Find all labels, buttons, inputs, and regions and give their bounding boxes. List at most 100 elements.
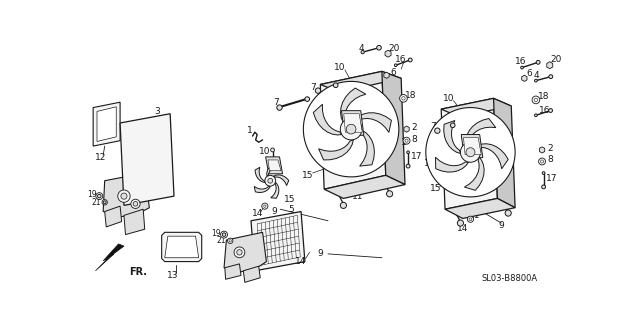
Circle shape	[133, 202, 138, 206]
Circle shape	[96, 193, 103, 200]
Polygon shape	[340, 88, 366, 122]
Polygon shape	[251, 211, 305, 271]
Polygon shape	[342, 111, 364, 135]
Text: 4: 4	[358, 44, 364, 53]
Circle shape	[340, 202, 346, 208]
Text: 10: 10	[259, 147, 271, 156]
Polygon shape	[466, 119, 496, 143]
Polygon shape	[93, 102, 120, 146]
Polygon shape	[120, 114, 174, 205]
Text: 10: 10	[334, 63, 346, 72]
Text: 9: 9	[271, 207, 277, 216]
Polygon shape	[98, 194, 101, 198]
Circle shape	[316, 88, 321, 93]
Polygon shape	[540, 147, 545, 153]
Circle shape	[340, 118, 362, 140]
Circle shape	[104, 201, 106, 204]
Text: 20: 20	[550, 55, 562, 64]
Text: 21: 21	[92, 198, 101, 207]
Polygon shape	[477, 144, 508, 169]
Text: SL03-B8800A: SL03-B8800A	[482, 274, 538, 283]
Polygon shape	[441, 98, 497, 209]
Text: 5: 5	[288, 205, 294, 214]
Text: 18: 18	[538, 92, 549, 100]
Circle shape	[399, 94, 407, 102]
Circle shape	[408, 58, 412, 62]
Text: 20: 20	[388, 44, 400, 53]
Polygon shape	[444, 121, 461, 153]
Polygon shape	[461, 135, 483, 158]
Circle shape	[458, 220, 463, 226]
Polygon shape	[404, 126, 409, 132]
Text: 17: 17	[547, 174, 558, 183]
Circle shape	[377, 45, 381, 50]
Polygon shape	[273, 175, 289, 186]
Polygon shape	[441, 98, 511, 117]
Circle shape	[466, 148, 475, 157]
Circle shape	[460, 142, 481, 162]
Text: 13: 13	[166, 271, 178, 280]
Circle shape	[534, 114, 537, 117]
Polygon shape	[162, 232, 202, 262]
Polygon shape	[522, 75, 527, 81]
Polygon shape	[222, 233, 226, 237]
Polygon shape	[243, 266, 260, 282]
Circle shape	[387, 191, 393, 197]
Polygon shape	[360, 130, 374, 166]
Text: 7: 7	[430, 122, 436, 130]
Circle shape	[221, 231, 227, 238]
Text: 16: 16	[515, 57, 526, 66]
Text: 1: 1	[401, 138, 406, 147]
Text: 4: 4	[533, 71, 539, 80]
Circle shape	[451, 123, 455, 128]
Circle shape	[402, 97, 405, 100]
Text: 19: 19	[88, 190, 97, 199]
Polygon shape	[463, 137, 481, 154]
Text: 16: 16	[396, 55, 407, 64]
Polygon shape	[314, 104, 342, 135]
Polygon shape	[225, 264, 241, 279]
Circle shape	[505, 210, 511, 216]
Text: 1: 1	[424, 159, 429, 167]
Circle shape	[406, 164, 410, 168]
Circle shape	[541, 185, 545, 189]
Circle shape	[264, 205, 266, 207]
Polygon shape	[124, 209, 145, 235]
Circle shape	[131, 199, 140, 208]
Text: 10: 10	[443, 94, 454, 103]
Circle shape	[532, 96, 540, 104]
Circle shape	[403, 137, 410, 144]
Circle shape	[549, 75, 553, 78]
Circle shape	[229, 240, 232, 242]
Circle shape	[265, 175, 276, 186]
Text: 15: 15	[430, 184, 442, 193]
Circle shape	[548, 108, 552, 112]
Circle shape	[405, 139, 408, 142]
Circle shape	[541, 160, 543, 163]
Polygon shape	[324, 175, 405, 198]
Text: 1: 1	[246, 126, 252, 135]
Circle shape	[234, 247, 245, 258]
Circle shape	[426, 108, 515, 197]
Circle shape	[394, 64, 397, 67]
Text: 21: 21	[217, 236, 227, 245]
Circle shape	[542, 172, 545, 174]
Circle shape	[271, 148, 275, 152]
Polygon shape	[547, 62, 553, 69]
Polygon shape	[384, 72, 389, 78]
Text: 14: 14	[457, 224, 468, 233]
Text: 6: 6	[390, 68, 396, 77]
Text: 14: 14	[296, 257, 307, 266]
Polygon shape	[320, 71, 401, 92]
Circle shape	[118, 190, 130, 202]
Text: 7: 7	[273, 99, 279, 108]
Polygon shape	[103, 173, 149, 217]
Polygon shape	[95, 244, 124, 271]
Polygon shape	[164, 236, 198, 258]
Circle shape	[102, 200, 108, 205]
Circle shape	[467, 216, 474, 222]
Polygon shape	[268, 160, 281, 171]
Polygon shape	[445, 198, 515, 219]
Circle shape	[536, 60, 540, 64]
Circle shape	[361, 50, 364, 54]
